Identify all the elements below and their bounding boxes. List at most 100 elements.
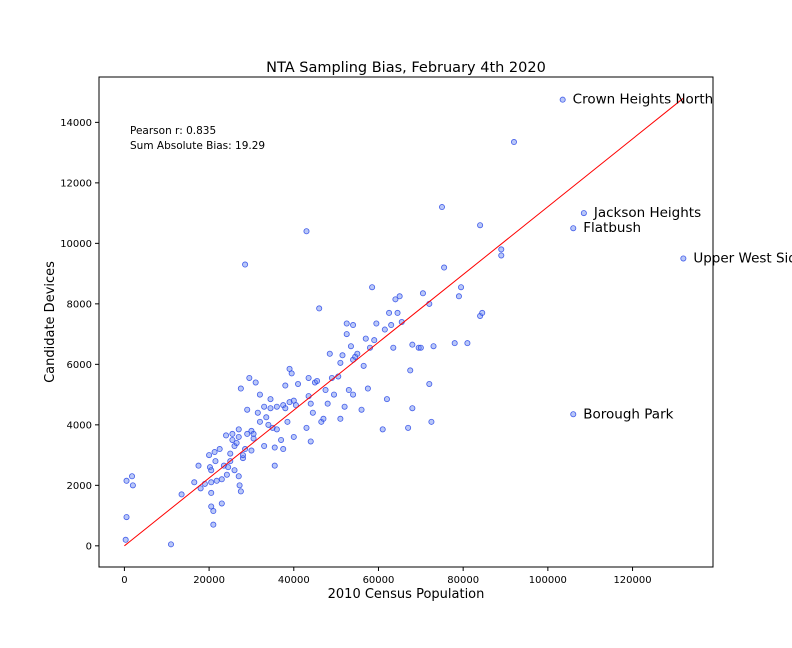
y-tick-label: 10000 [60, 239, 92, 250]
data-point [360, 362, 367, 369]
data-point [236, 482, 243, 489]
data-point [354, 350, 361, 357]
data-point [231, 443, 238, 450]
data-point [458, 284, 465, 291]
plot-area [122, 96, 687, 548]
data-point [292, 402, 299, 409]
data-point [250, 430, 257, 437]
data-point [362, 335, 369, 342]
data-point [223, 471, 230, 478]
data-point [206, 464, 213, 471]
point-annotation: Crown Heights North [573, 92, 714, 108]
data-point [195, 462, 202, 469]
y-axis-label: Candidate Devices [43, 261, 58, 383]
y-tick-label: 4000 [67, 420, 92, 431]
data-point [307, 400, 314, 407]
data-point [252, 379, 259, 386]
data-point [386, 309, 393, 316]
y-tick-label: 6000 [67, 360, 92, 371]
data-point [570, 225, 577, 232]
data-point [233, 439, 240, 446]
data-point [350, 391, 357, 398]
data-point [428, 418, 435, 425]
data-point [438, 204, 445, 211]
plot-frame [98, 76, 714, 568]
data-point [405, 424, 412, 431]
point-annotation: Flatbush [583, 220, 641, 236]
data-point [559, 96, 566, 103]
data-point [498, 246, 505, 253]
data-point [347, 343, 354, 350]
data-point [167, 541, 174, 548]
data-point [218, 500, 225, 507]
data-point [322, 387, 329, 394]
data-point [273, 403, 280, 410]
data-point [239, 452, 246, 459]
data-point [129, 482, 136, 489]
data-point [394, 309, 401, 316]
data-point [680, 255, 687, 262]
data-point [409, 341, 416, 348]
data-point [235, 426, 242, 433]
point-annotation: Upper West Side [693, 250, 792, 266]
data-point [373, 320, 380, 327]
data-point [570, 411, 577, 418]
x-tick-label: 20000 [193, 575, 225, 586]
data-point [364, 385, 371, 392]
data-point [309, 409, 316, 416]
data-point [337, 359, 344, 366]
data-point [339, 352, 346, 359]
data-point [371, 337, 378, 344]
data-point [218, 476, 225, 483]
data-point [318, 418, 325, 425]
y-tick-label: 8000 [67, 299, 92, 310]
data-point [396, 293, 403, 300]
data-point [271, 444, 278, 451]
point-annotation: Borough Park [583, 406, 673, 422]
data-point [288, 370, 295, 377]
data-point [256, 391, 263, 398]
data-point [208, 479, 215, 486]
x-tick-label: 120000 [613, 575, 651, 586]
data-point [282, 382, 289, 389]
data-point [316, 305, 323, 312]
x-axis: 0 20000 40000 60000 80000 100000 120000 [121, 567, 652, 586]
data-point [381, 326, 388, 333]
data-point [225, 464, 232, 471]
data-point [383, 396, 390, 403]
x-tick-label: 80000 [447, 575, 479, 586]
data-point [455, 293, 462, 300]
data-point [284, 418, 291, 425]
data-point [261, 443, 268, 450]
data-point [129, 473, 136, 480]
data-point [256, 418, 263, 425]
data-point [231, 467, 238, 474]
data-point [267, 396, 274, 403]
data-point [237, 488, 244, 495]
fit-line [124, 97, 684, 547]
data-point [379, 426, 386, 433]
data-point [464, 340, 471, 347]
x-tick-label: 60000 [363, 575, 395, 586]
data-point [267, 405, 274, 412]
y-tick-label: 12000 [60, 178, 92, 189]
data-point [343, 320, 350, 327]
data-point [320, 415, 327, 422]
data-point [479, 309, 486, 316]
data-point [307, 438, 314, 445]
data-point [426, 381, 433, 388]
data-point [197, 485, 204, 492]
data-point [248, 447, 255, 454]
x-axis-label: 2010 Census Population [328, 587, 485, 602]
data-point [178, 491, 185, 498]
data-point [227, 450, 234, 457]
data-point [303, 424, 310, 431]
data-point [208, 467, 215, 474]
data-point [367, 344, 374, 351]
data-point [271, 462, 278, 469]
data-point [331, 391, 338, 398]
data-point [248, 427, 255, 434]
data-point [229, 436, 236, 443]
